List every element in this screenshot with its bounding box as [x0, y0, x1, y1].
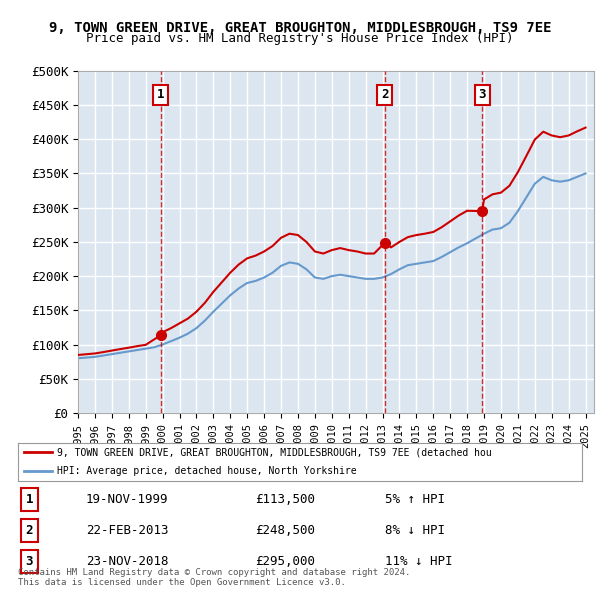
Text: 9, TOWN GREEN DRIVE, GREAT BROUGHTON, MIDDLESBROUGH, TS9 7EE: 9, TOWN GREEN DRIVE, GREAT BROUGHTON, MI… [49, 21, 551, 35]
Text: Price paid vs. HM Land Registry's House Price Index (HPI): Price paid vs. HM Land Registry's House … [86, 32, 514, 45]
Text: 3: 3 [26, 555, 33, 568]
Text: 3: 3 [479, 88, 486, 101]
Text: 1: 1 [157, 88, 164, 101]
Text: 22-FEB-2013: 22-FEB-2013 [86, 524, 168, 537]
Text: 2: 2 [26, 524, 33, 537]
Text: 9, TOWN GREEN DRIVE, GREAT BROUGHTON, MIDDLESBROUGH, TS9 7EE (detached hou: 9, TOWN GREEN DRIVE, GREAT BROUGHTON, MI… [58, 447, 492, 457]
Text: 8% ↓ HPI: 8% ↓ HPI [385, 524, 445, 537]
Text: 2: 2 [381, 88, 388, 101]
Text: 19-NOV-1999: 19-NOV-1999 [86, 493, 168, 506]
Text: 23-NOV-2018: 23-NOV-2018 [86, 555, 168, 568]
Text: 1: 1 [26, 493, 33, 506]
Text: £295,000: £295,000 [255, 555, 315, 568]
Text: 5% ↑ HPI: 5% ↑ HPI [385, 493, 445, 506]
Text: HPI: Average price, detached house, North Yorkshire: HPI: Average price, detached house, Nort… [58, 466, 357, 476]
Text: Contains HM Land Registry data © Crown copyright and database right 2024.
This d: Contains HM Land Registry data © Crown c… [18, 568, 410, 587]
Text: £113,500: £113,500 [255, 493, 315, 506]
Text: 11% ↓ HPI: 11% ↓ HPI [385, 555, 452, 568]
Text: £248,500: £248,500 [255, 524, 315, 537]
